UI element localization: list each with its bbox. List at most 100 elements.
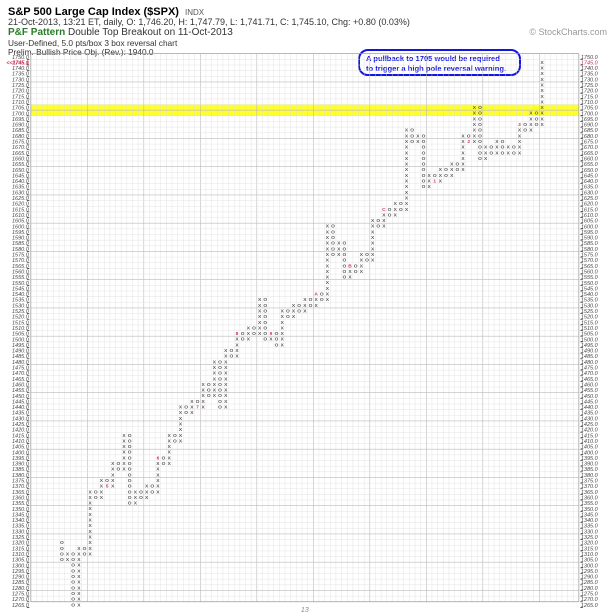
svg-text:O: O bbox=[422, 167, 426, 173]
svg-text:O: O bbox=[128, 444, 132, 450]
svg-text:O: O bbox=[218, 393, 222, 399]
svg-text:O: O bbox=[410, 128, 414, 134]
svg-text:O: O bbox=[60, 546, 64, 552]
svg-text:O: O bbox=[263, 320, 267, 326]
svg-text:O: O bbox=[184, 410, 188, 416]
svg-text:O: O bbox=[150, 484, 154, 490]
svg-text:O: O bbox=[365, 258, 369, 264]
svg-text:O: O bbox=[489, 145, 493, 151]
svg-text:O: O bbox=[297, 308, 301, 314]
svg-text:O: O bbox=[218, 388, 222, 394]
svg-text:3: 3 bbox=[518, 122, 521, 128]
svg-text:O: O bbox=[275, 337, 279, 343]
svg-text:O: O bbox=[478, 139, 482, 145]
svg-text:O: O bbox=[399, 201, 403, 207]
svg-text:O: O bbox=[297, 303, 301, 309]
svg-text:O: O bbox=[71, 602, 75, 608]
svg-text:O: O bbox=[128, 478, 132, 484]
svg-text:O: O bbox=[467, 133, 471, 139]
svg-text:O: O bbox=[422, 150, 426, 156]
svg-text:O: O bbox=[399, 207, 403, 213]
svg-text:1: 1 bbox=[433, 179, 436, 185]
svg-text:O: O bbox=[444, 167, 448, 173]
svg-text:O: O bbox=[535, 122, 539, 128]
svg-text:O: O bbox=[218, 371, 222, 377]
svg-text:O: O bbox=[410, 133, 414, 139]
svg-text:O: O bbox=[478, 150, 482, 156]
svg-text:O: O bbox=[422, 139, 426, 145]
svg-text:O: O bbox=[94, 489, 98, 495]
svg-text:O: O bbox=[128, 450, 132, 456]
svg-text:O: O bbox=[60, 540, 64, 546]
svg-text:O: O bbox=[207, 393, 211, 399]
svg-text:O: O bbox=[128, 484, 132, 490]
svg-text:<<1745.1: <<1745.1 bbox=[6, 60, 28, 66]
svg-text:O: O bbox=[218, 399, 222, 405]
svg-text:O: O bbox=[275, 331, 279, 337]
svg-text:O: O bbox=[60, 557, 64, 563]
svg-text:O: O bbox=[241, 337, 245, 343]
svg-text:O: O bbox=[501, 145, 505, 151]
svg-text:O: O bbox=[128, 501, 132, 507]
svg-text:O: O bbox=[263, 331, 267, 337]
svg-text:A: A bbox=[314, 292, 318, 298]
svg-text:O: O bbox=[535, 111, 539, 117]
svg-text:O: O bbox=[444, 173, 448, 179]
svg-text:O: O bbox=[229, 348, 233, 354]
svg-text:O: O bbox=[71, 568, 75, 574]
svg-text:O: O bbox=[331, 235, 335, 241]
svg-text:O: O bbox=[331, 252, 335, 258]
svg-text:O: O bbox=[218, 376, 222, 382]
svg-text:O: O bbox=[218, 359, 222, 365]
svg-text:8: 8 bbox=[236, 331, 239, 337]
svg-text:5: 5 bbox=[106, 484, 109, 490]
svg-text:O: O bbox=[128, 489, 132, 495]
svg-text:O: O bbox=[478, 116, 482, 122]
svg-text:O: O bbox=[523, 122, 527, 128]
svg-text:O: O bbox=[162, 461, 166, 467]
svg-text:2: 2 bbox=[467, 139, 470, 145]
svg-text:O: O bbox=[150, 489, 154, 495]
svg-text:O: O bbox=[218, 405, 222, 411]
svg-text:O: O bbox=[478, 111, 482, 117]
svg-text:1265.0: 1265.0 bbox=[581, 603, 599, 609]
svg-text:7: 7 bbox=[196, 405, 199, 411]
svg-text:O: O bbox=[354, 269, 358, 275]
svg-text:O: O bbox=[422, 162, 426, 168]
svg-text:O: O bbox=[173, 433, 177, 439]
svg-text:O: O bbox=[410, 139, 414, 145]
svg-text:O: O bbox=[455, 167, 459, 173]
svg-text:O: O bbox=[128, 455, 132, 461]
svg-text:O: O bbox=[71, 557, 75, 563]
svg-text:O: O bbox=[376, 224, 380, 230]
svg-text:O: O bbox=[83, 551, 87, 557]
svg-text:O: O bbox=[388, 207, 392, 213]
svg-text:O: O bbox=[252, 331, 256, 337]
svg-text:O: O bbox=[422, 145, 426, 151]
svg-text:O: O bbox=[478, 122, 482, 128]
svg-text:O: O bbox=[501, 150, 505, 156]
svg-text:O: O bbox=[422, 179, 426, 185]
svg-text:O: O bbox=[342, 269, 346, 275]
svg-text:O: O bbox=[478, 156, 482, 162]
svg-text:O: O bbox=[128, 461, 132, 467]
svg-text:O: O bbox=[422, 133, 426, 139]
svg-text:O: O bbox=[478, 145, 482, 151]
svg-text:O: O bbox=[105, 478, 109, 484]
svg-text:O: O bbox=[128, 433, 132, 439]
svg-text:O: O bbox=[354, 263, 358, 269]
svg-text:O: O bbox=[229, 354, 233, 360]
svg-text:O: O bbox=[342, 241, 346, 247]
svg-text:O: O bbox=[512, 150, 516, 156]
svg-text:O: O bbox=[128, 438, 132, 444]
svg-text:X: X bbox=[77, 602, 81, 608]
svg-text:O: O bbox=[139, 489, 143, 495]
svg-text:O: O bbox=[433, 173, 437, 179]
svg-text:O: O bbox=[478, 128, 482, 134]
svg-text:O: O bbox=[342, 246, 346, 252]
svg-text:O: O bbox=[286, 314, 290, 320]
svg-text:O: O bbox=[218, 365, 222, 371]
svg-text:O: O bbox=[331, 246, 335, 252]
svg-text:O: O bbox=[501, 139, 505, 145]
svg-text:O: O bbox=[128, 472, 132, 478]
